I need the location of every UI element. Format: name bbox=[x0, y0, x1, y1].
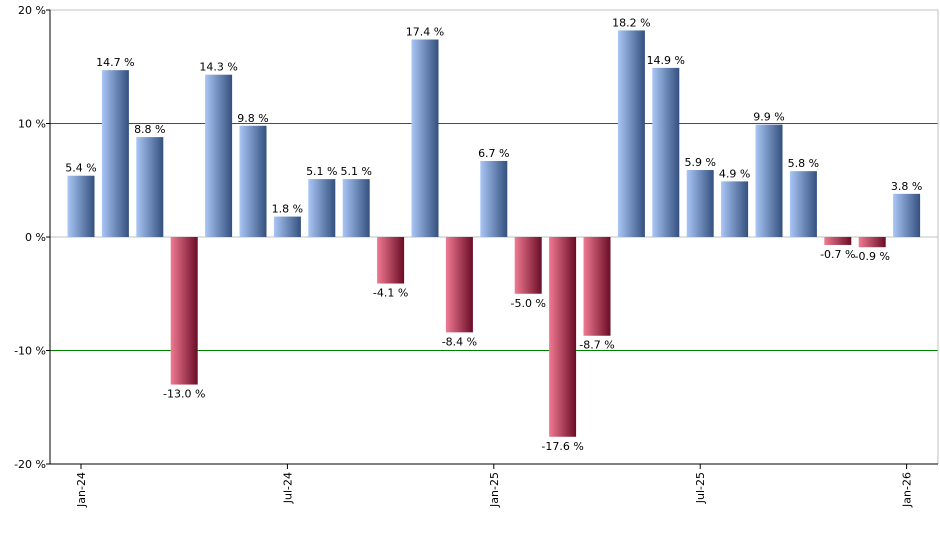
bar-Apr-25 bbox=[583, 237, 611, 336]
y-tick-label: 0 % bbox=[25, 231, 46, 244]
bar-May-24 bbox=[205, 74, 233, 237]
x-tick-label: Jul-24 bbox=[281, 472, 294, 504]
bar-Apr-24 bbox=[170, 237, 198, 385]
bar-Jun-24 bbox=[239, 125, 267, 237]
bar-Jan-24 bbox=[67, 175, 95, 237]
bar-Feb-25 bbox=[514, 237, 542, 294]
bar-Jan-25 bbox=[480, 160, 508, 237]
data-label: -4.1 % bbox=[373, 287, 408, 300]
y-tick-label: -20 % bbox=[14, 458, 46, 471]
data-label: 6.7 % bbox=[478, 147, 509, 160]
bar-Aug-25 bbox=[721, 181, 749, 237]
data-label: 14.7 % bbox=[96, 56, 134, 69]
data-label: 14.3 % bbox=[199, 61, 237, 74]
data-label: 5.4 % bbox=[65, 162, 96, 175]
data-label: -0.7 % bbox=[820, 248, 855, 261]
x-tick-label: Jan-24 bbox=[75, 472, 88, 508]
data-label: 17.4 % bbox=[406, 26, 444, 39]
data-label: 1.8 % bbox=[272, 203, 303, 216]
data-label: 9.9 % bbox=[753, 111, 784, 124]
data-label: 8.8 % bbox=[134, 123, 165, 136]
x-tick-label: Jan-25 bbox=[488, 472, 501, 508]
bar-Sep-24 bbox=[342, 179, 370, 237]
data-label: -17.6 % bbox=[541, 440, 583, 453]
data-label: -0.9 % bbox=[854, 250, 889, 263]
data-label: -5.0 % bbox=[510, 297, 545, 310]
y-tick-label: -10 % bbox=[14, 345, 46, 358]
bar-Dec-25 bbox=[858, 237, 886, 248]
bar-Mar-25 bbox=[549, 237, 577, 437]
bar-Nov-25 bbox=[824, 237, 852, 245]
bar-Jun-25 bbox=[652, 67, 680, 237]
bar-Aug-24 bbox=[308, 179, 336, 237]
bar-Jul-25 bbox=[686, 170, 714, 237]
bar-Feb-24 bbox=[101, 70, 129, 237]
data-label: 5.8 % bbox=[788, 157, 819, 170]
data-label: -8.4 % bbox=[442, 335, 477, 348]
bar-Dec-24 bbox=[445, 237, 473, 333]
data-label: 18.2 % bbox=[612, 16, 650, 29]
data-label: 5.9 % bbox=[684, 156, 715, 169]
bar-Oct-25 bbox=[789, 171, 817, 237]
data-label: -13.0 % bbox=[163, 388, 205, 401]
data-label: 14.9 % bbox=[647, 54, 685, 67]
y-tick-label: 10 % bbox=[18, 118, 46, 131]
data-label: 4.9 % bbox=[719, 167, 750, 180]
bar-Sep-25 bbox=[755, 124, 783, 237]
bar-Jan-26 bbox=[893, 193, 921, 237]
bar-Jul-24 bbox=[273, 216, 301, 237]
data-label: 5.1 % bbox=[340, 165, 371, 178]
bar-Oct-24 bbox=[377, 237, 405, 284]
bar-Mar-24 bbox=[136, 137, 164, 237]
x-tick-label: Jul-25 bbox=[694, 472, 707, 504]
data-label: -8.7 % bbox=[579, 339, 614, 352]
data-label: 9.8 % bbox=[237, 112, 268, 125]
y-tick-label: 20 % bbox=[18, 4, 46, 17]
data-label: 5.1 % bbox=[306, 165, 337, 178]
bar-May-25 bbox=[617, 30, 645, 238]
bar-Nov-24 bbox=[411, 39, 439, 238]
data-label: 3.8 % bbox=[891, 180, 922, 193]
x-tick-label: Jan-26 bbox=[901, 472, 914, 508]
